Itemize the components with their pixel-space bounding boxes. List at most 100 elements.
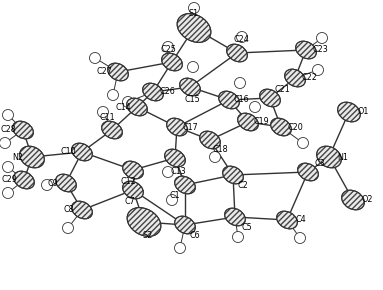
Ellipse shape: [219, 91, 239, 109]
Ellipse shape: [20, 146, 44, 168]
Text: C6: C6: [190, 231, 200, 240]
Ellipse shape: [127, 208, 161, 236]
Circle shape: [295, 233, 306, 244]
Ellipse shape: [123, 161, 143, 179]
Text: C25: C25: [160, 44, 176, 53]
Ellipse shape: [14, 171, 34, 189]
Ellipse shape: [298, 163, 318, 181]
Circle shape: [3, 188, 13, 198]
Text: C20: C20: [287, 122, 303, 131]
Text: C26: C26: [159, 88, 175, 97]
Circle shape: [123, 97, 134, 108]
Ellipse shape: [285, 69, 305, 87]
Text: O2: O2: [361, 195, 373, 204]
Text: C2: C2: [237, 180, 248, 189]
Ellipse shape: [165, 149, 185, 167]
Ellipse shape: [143, 83, 163, 101]
Text: C7: C7: [124, 197, 135, 206]
Ellipse shape: [200, 131, 220, 149]
Text: C22: C22: [301, 73, 317, 82]
Text: C23: C23: [312, 46, 328, 55]
Text: O1: O1: [357, 108, 369, 117]
Ellipse shape: [56, 174, 76, 192]
Text: S2: S2: [143, 231, 153, 240]
Ellipse shape: [177, 14, 211, 42]
Text: C16: C16: [233, 95, 249, 104]
Ellipse shape: [296, 41, 316, 59]
Circle shape: [234, 77, 246, 88]
Ellipse shape: [285, 69, 305, 87]
Ellipse shape: [162, 53, 182, 71]
Ellipse shape: [14, 171, 34, 189]
Circle shape: [316, 32, 327, 44]
Text: C12: C12: [120, 177, 136, 186]
Ellipse shape: [298, 163, 318, 181]
Text: C4: C4: [296, 215, 306, 224]
Ellipse shape: [200, 131, 220, 149]
Ellipse shape: [123, 181, 143, 199]
Ellipse shape: [143, 83, 163, 101]
Text: C15: C15: [184, 95, 200, 104]
Circle shape: [236, 32, 247, 43]
Circle shape: [298, 137, 308, 148]
Ellipse shape: [227, 44, 247, 62]
Ellipse shape: [260, 89, 280, 107]
Ellipse shape: [175, 176, 195, 194]
Ellipse shape: [72, 143, 92, 161]
Circle shape: [167, 195, 177, 206]
Text: C24: C24: [233, 35, 249, 44]
Circle shape: [188, 3, 200, 14]
Text: C14: C14: [115, 102, 131, 111]
Text: C10: C10: [60, 148, 76, 157]
Ellipse shape: [20, 146, 44, 168]
Ellipse shape: [175, 176, 195, 194]
Circle shape: [232, 231, 244, 242]
Circle shape: [62, 222, 74, 233]
Ellipse shape: [238, 113, 258, 131]
Ellipse shape: [13, 121, 33, 139]
Circle shape: [162, 41, 173, 52]
Circle shape: [175, 242, 185, 253]
Ellipse shape: [317, 146, 341, 168]
Text: C5: C5: [242, 222, 252, 231]
Text: C13: C13: [170, 166, 186, 175]
Circle shape: [0, 137, 10, 148]
Text: C3: C3: [315, 160, 325, 168]
Text: C8: C8: [64, 206, 74, 215]
Circle shape: [188, 61, 198, 72]
Ellipse shape: [277, 211, 297, 229]
Text: C19: C19: [253, 117, 269, 126]
Ellipse shape: [123, 161, 143, 179]
Circle shape: [41, 180, 52, 191]
Ellipse shape: [338, 102, 360, 122]
Circle shape: [98, 106, 108, 117]
Ellipse shape: [101, 121, 122, 139]
Ellipse shape: [162, 53, 182, 71]
Text: S1: S1: [189, 10, 199, 19]
Text: C17: C17: [182, 122, 198, 131]
Ellipse shape: [180, 78, 200, 96]
Ellipse shape: [167, 118, 187, 136]
Ellipse shape: [219, 91, 239, 109]
Ellipse shape: [165, 149, 185, 167]
Ellipse shape: [127, 98, 147, 116]
Ellipse shape: [342, 190, 364, 210]
Ellipse shape: [72, 201, 92, 219]
Ellipse shape: [342, 190, 364, 210]
Ellipse shape: [175, 216, 195, 234]
Text: C28: C28: [0, 126, 16, 135]
Circle shape: [249, 102, 260, 113]
Ellipse shape: [127, 98, 147, 116]
Ellipse shape: [225, 208, 246, 226]
Ellipse shape: [72, 143, 92, 161]
Ellipse shape: [271, 118, 291, 136]
Circle shape: [210, 151, 221, 162]
Circle shape: [90, 52, 100, 64]
Ellipse shape: [277, 211, 297, 229]
Ellipse shape: [238, 113, 258, 131]
Ellipse shape: [338, 102, 360, 122]
Circle shape: [162, 166, 173, 177]
Ellipse shape: [108, 63, 128, 81]
Circle shape: [313, 64, 324, 75]
Ellipse shape: [225, 208, 246, 226]
